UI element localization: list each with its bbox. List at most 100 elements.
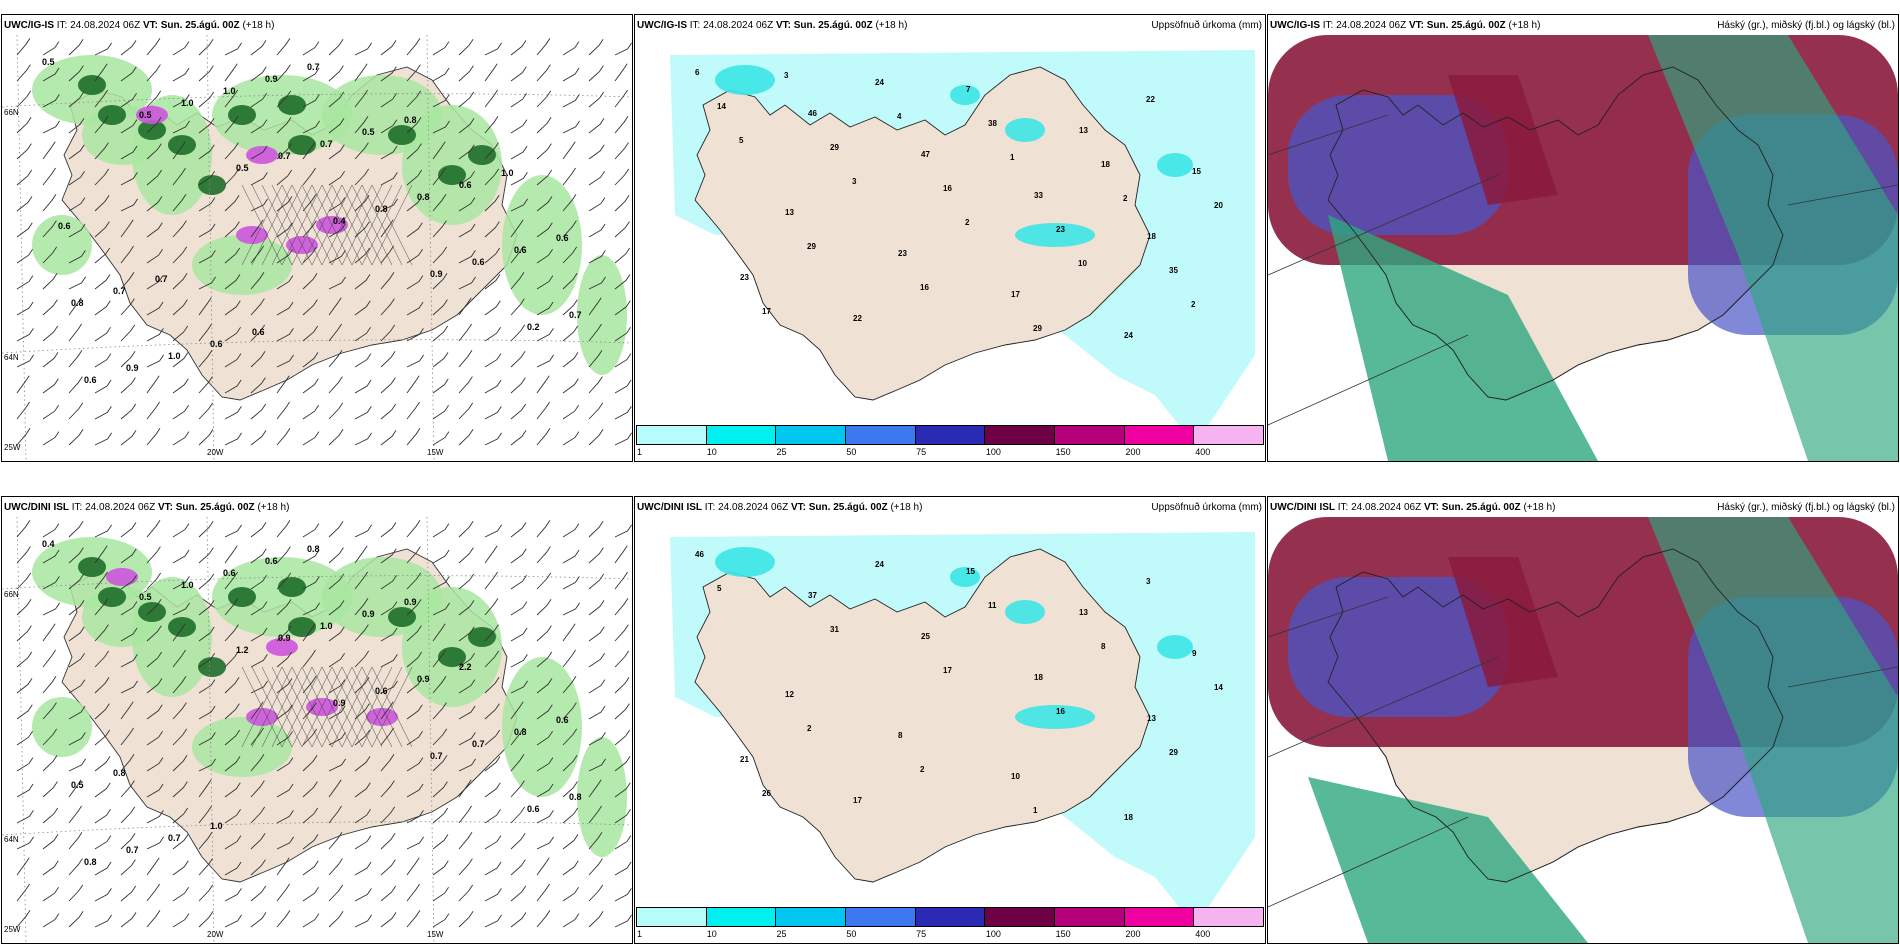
wind-barb: [484, 89, 498, 108]
wind-barb: [276, 301, 294, 316]
hatch-line: [351, 184, 393, 266]
precip-value-label: 17: [762, 307, 771, 316]
panel-title: UWC/IG-IS IT: 24.08.2024 06Z VT: Sun. 25…: [1270, 20, 1541, 31]
wind-barb: [94, 703, 110, 720]
wind-barb: [354, 300, 371, 316]
grid-line: [1268, 596, 1389, 638]
colorbar-label: 1: [637, 447, 643, 457]
wind-barb: [68, 118, 85, 134]
wind-zone-strong: [388, 607, 416, 627]
hatch-line: [351, 666, 393, 748]
wind-barb: [250, 298, 265, 316]
coord-label: 20W: [207, 448, 224, 457]
wind-barb: [354, 808, 371, 824]
wind-barb: [536, 248, 553, 264]
colorbar-swatch: [985, 908, 1056, 926]
precip-value-label: 17: [853, 796, 862, 805]
colorbar-label: 75: [916, 929, 927, 939]
wind-barb: [380, 833, 396, 850]
wind-value-label: 0.7: [472, 739, 485, 749]
wind-barb: [120, 859, 136, 876]
wind-zone: [502, 175, 582, 315]
colorbar-label: 400: [1195, 447, 1211, 457]
wind-barb: [276, 401, 290, 420]
wind-barb: [484, 353, 502, 368]
wind-barb: [302, 299, 318, 316]
wind-barb: [146, 857, 160, 876]
wind-barb: [354, 353, 372, 368]
wind-barb: [120, 833, 136, 850]
wind-zone-strong: [288, 135, 316, 155]
wind-barb: [302, 94, 320, 108]
wind-barb: [302, 623, 316, 642]
wind-barb: [250, 754, 265, 772]
wind-barb: [94, 677, 110, 694]
wind-barb: [562, 649, 576, 668]
wind-barb: [16, 90, 32, 108]
wind-barb: [250, 912, 267, 928]
wind-barb: [198, 600, 215, 616]
precip-value-label: 23: [898, 249, 907, 258]
wind-barb: [536, 275, 554, 290]
wind-barb: [250, 245, 264, 264]
wind-barb: [432, 273, 448, 290]
wind-barb: [588, 402, 604, 420]
wind-barb: [354, 142, 369, 160]
precip-value-label: 2: [1123, 194, 1128, 203]
wind-barb: [224, 545, 238, 564]
wind-barb: [68, 197, 86, 212]
wind-barb: [562, 431, 580, 446]
wind-barb: [406, 757, 424, 772]
wind-barb: [588, 732, 606, 746]
wind-barb: [588, 376, 603, 394]
wind-barb: [458, 679, 476, 694]
wind-barb: [510, 833, 526, 850]
wind-barb: [146, 836, 164, 850]
precip-value-label: 15: [1192, 167, 1201, 176]
wind-barb: [432, 431, 450, 446]
wind-barb: [146, 810, 164, 824]
wind-barb: [406, 625, 422, 642]
wind-barb: [562, 602, 580, 616]
wind-barb: [328, 276, 346, 290]
wind-barb: [42, 676, 57, 694]
wind-barb: [484, 677, 500, 694]
wind-value-label: 0.5: [139, 592, 152, 602]
hatch-line: [311, 184, 353, 266]
colorbar-swatch: [1194, 426, 1264, 444]
colorbar-label: 10: [706, 929, 717, 939]
wind-barb: [380, 859, 396, 876]
precip-value-label: 46: [808, 109, 817, 118]
wind-barb: [120, 701, 134, 720]
wind-barb: [510, 403, 527, 420]
wind-map: 0.4 0.5 1.2 0.9 0.7 0.6 0.8 1.0 0.9 0.6 0.7 0.8 0.7 0…: [2, 517, 632, 943]
wind-barb: [120, 272, 135, 290]
wind-barb: [302, 834, 319, 850]
wind-barb: [354, 782, 371, 798]
wind-barb: [250, 145, 268, 160]
wind-barb: [198, 39, 214, 56]
wind-barb: [484, 782, 501, 798]
wind-barb: [328, 521, 344, 538]
precip-value-label: 26: [762, 789, 771, 798]
wind-barb: [510, 66, 527, 82]
wind-barb: [328, 758, 346, 772]
wind-value-label: 0.8: [375, 204, 388, 214]
precip-value-label: 23: [740, 273, 749, 282]
wind-map: 0.5 0.5 0.5 0.4 0.9 0.2 0.6 1.0 0.7 0.8 0.6 0.7 0.9 1…: [2, 35, 632, 461]
wind-barb: [198, 732, 216, 746]
coord-label: 15W: [427, 930, 444, 939]
wind-barb: [276, 599, 292, 616]
wind-value-label: 0.7: [320, 139, 333, 149]
wind-barb: [484, 624, 499, 642]
wind-barb: [302, 676, 317, 694]
wind-value-label: 1.0: [320, 621, 333, 631]
wind-barb: [68, 170, 85, 186]
wind-barb: [94, 89, 108, 108]
wind-barb: [510, 912, 527, 928]
wind-barb: [354, 116, 369, 134]
wind-zone: [577, 737, 627, 857]
precip-map-panel-dini: UWC/DINI ISL IT: 24.08.2024 06Z VT: Sun.…: [634, 496, 1266, 944]
wind-barb: [120, 601, 138, 616]
wind-barb: [42, 273, 58, 290]
